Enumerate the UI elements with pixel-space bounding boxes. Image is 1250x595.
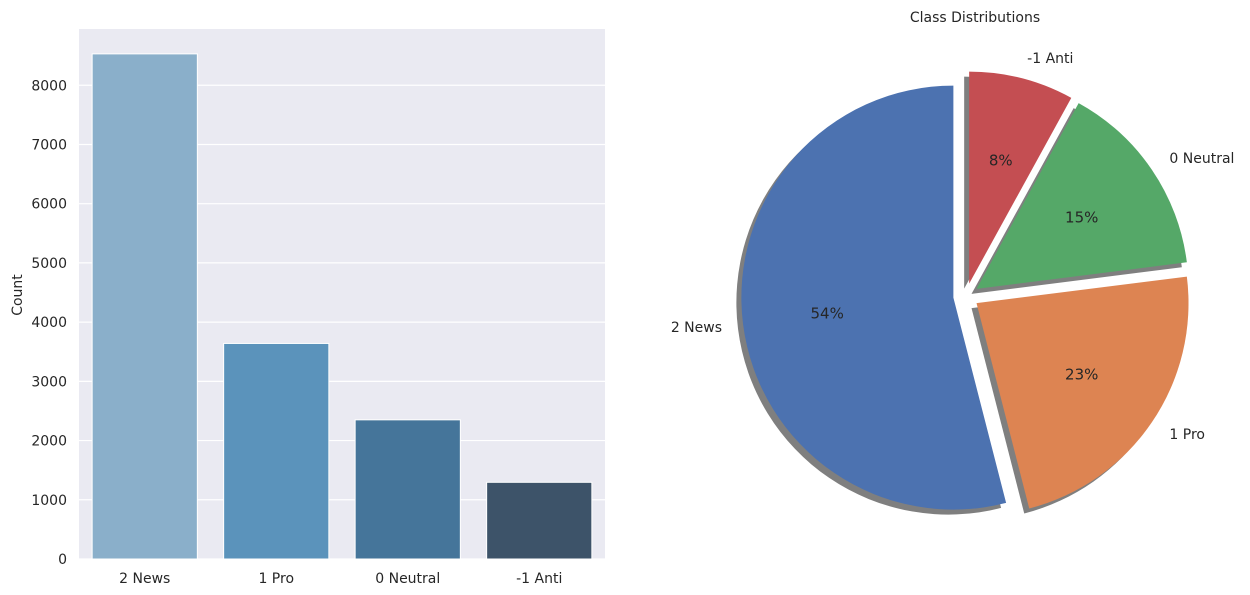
y-tick-label: 8000 <box>31 78 67 94</box>
x-tick-label: -1 Anti <box>516 571 562 587</box>
y-tick-label: 1000 <box>31 493 67 509</box>
pie-percent-labels: 54% 23% 15% 8% <box>811 151 1099 383</box>
pie-percent-1-pro: 23% <box>1065 366 1098 384</box>
bar-1-anti <box>486 481 593 560</box>
x-tick-label: 0 Neutral <box>375 571 440 587</box>
pie-label-1-anti: -1 Anti <box>1027 51 1073 67</box>
pie-label-0-neutral: 0 Neutral <box>1169 151 1234 167</box>
pie-label-1-pro: 1 Pro <box>1169 427 1205 443</box>
bar-1-pro <box>223 342 330 560</box>
pie-label-2-news: 2 News <box>671 320 722 336</box>
y-axis-ticks: 0 1000 2000 3000 4000 5000 6000 7000 8000 <box>31 78 67 568</box>
y-tick-label: 4000 <box>31 315 67 331</box>
pie-title: Class Distributions <box>910 10 1040 26</box>
y-axis-label: Count <box>10 274 26 316</box>
y-tick-label: 5000 <box>31 256 67 272</box>
x-tick-label: 1 Pro <box>258 571 294 587</box>
pie-percent-0-neutral: 15% <box>1065 208 1098 226</box>
x-axis-ticks: 2 News 1 Pro 0 Neutral -1 Anti <box>119 571 562 587</box>
pie-slice-1-pro <box>976 276 1189 509</box>
pie-labels: 2 News 1 Pro 0 Neutral -1 Anti <box>671 51 1235 443</box>
pie-slices <box>741 71 1189 510</box>
y-tick-label: 2000 <box>31 434 67 450</box>
y-tick-label: 7000 <box>31 137 67 153</box>
x-tick-label: 2 News <box>119 571 170 587</box>
pie-chart: Class Distributions 2 News 1 Pro 0 Neutral… <box>671 10 1235 515</box>
bar-series <box>91 53 593 560</box>
pie-slice-1-anti <box>969 71 1072 284</box>
y-tick-label: 0 <box>58 552 67 568</box>
bar-chart: 0 1000 2000 3000 4000 5000 6000 7000 8000 2 News… <box>10 29 605 587</box>
y-tick-label: 6000 <box>31 197 67 213</box>
bar-0-neutral <box>354 419 461 560</box>
pie-slice-0-neutral <box>976 103 1187 289</box>
pie-percent-1-anti: 8% <box>989 151 1013 169</box>
y-tick-label: 3000 <box>31 374 67 390</box>
pie-percent-2-news: 54% <box>811 305 844 323</box>
bar-2-news <box>91 53 198 560</box>
pie-slice-2-news <box>741 85 1007 510</box>
